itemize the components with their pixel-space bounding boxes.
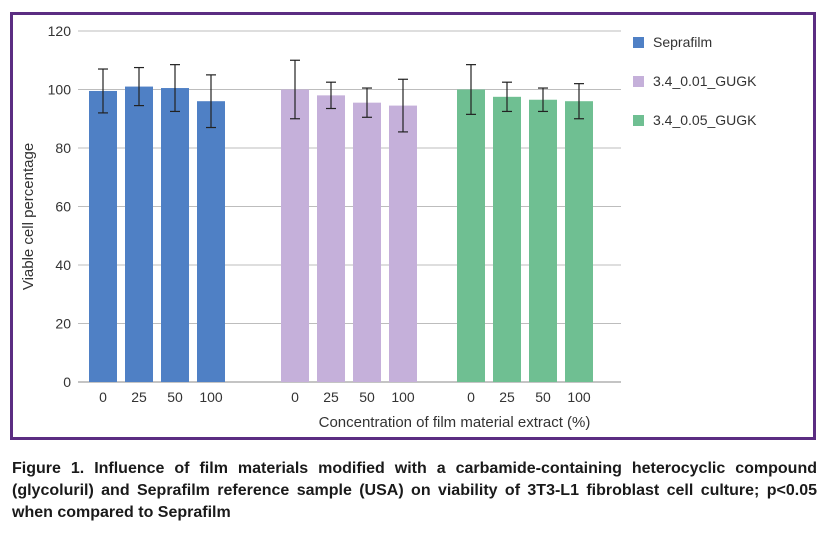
bar	[353, 102, 381, 382]
figure-frame: 0 20 40 60 80 100 120 Viable cell percentage 0 25…	[10, 12, 816, 440]
x-tick-label: 25	[131, 389, 147, 405]
x-tick-label: 0	[467, 389, 475, 405]
bar	[281, 89, 309, 382]
x-axis-label: Concentration of film material extract (…	[319, 414, 591, 431]
legend-swatch	[633, 115, 644, 126]
y-tick-label: 60	[55, 199, 71, 215]
y-tick-label: 40	[55, 257, 71, 273]
bar	[89, 90, 117, 383]
bar	[197, 101, 225, 382]
y-tick-label: 80	[55, 140, 71, 156]
legend-label: Seprafilm	[653, 34, 712, 50]
bar	[565, 101, 593, 382]
bar	[389, 105, 417, 383]
y-tick-label: 100	[48, 82, 72, 98]
x-tick-label: 25	[323, 389, 339, 405]
x-tick-label: 100	[567, 389, 591, 405]
x-tick-label: 25	[499, 389, 515, 405]
x-tick-label: 50	[359, 389, 375, 405]
bar	[529, 99, 557, 383]
x-tick-label: 0	[99, 389, 107, 405]
y-tick-label: 0	[63, 374, 71, 390]
legend-swatch	[633, 76, 644, 87]
bar-chart: 0 20 40 60 80 100 120 Viable cell percentage 0 25…	[20, 23, 757, 431]
y-axis-label: Viable cell percentage	[20, 143, 37, 290]
figure-caption: Figure 1. Influence of film materials mo…	[12, 460, 817, 521]
legend-swatch	[633, 37, 644, 48]
x-tick-label: 50	[535, 389, 551, 405]
y-tick-label: 120	[48, 23, 72, 39]
x-tick-label: 50	[167, 389, 183, 405]
x-tick-label: 100	[391, 389, 415, 405]
x-tick-label: 0	[291, 389, 299, 405]
bar	[493, 96, 521, 382]
bar	[125, 86, 153, 382]
y-tick-label: 20	[55, 316, 71, 332]
x-tick-label: 100	[199, 389, 223, 405]
bar	[317, 95, 345, 382]
bar	[457, 89, 485, 382]
legend-label: 3.4_0.05_GUGK	[653, 112, 757, 128]
legend-label: 3.4_0.01_GUGK	[653, 73, 757, 89]
bar	[161, 88, 189, 382]
